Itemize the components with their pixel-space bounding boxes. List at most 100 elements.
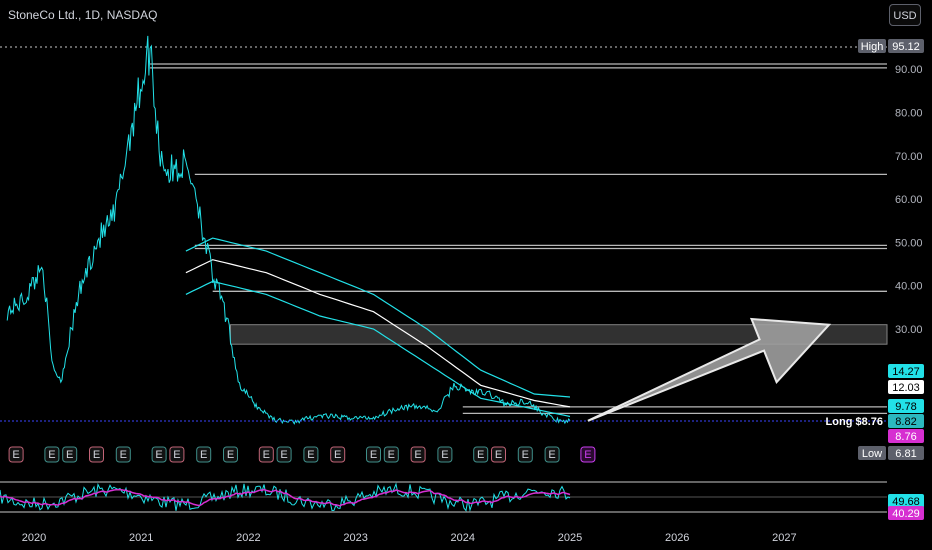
position-line: Long $8.76 bbox=[0, 416, 887, 428]
earnings-marker[interactable]: E bbox=[169, 446, 185, 463]
oscillator-value-badge bbox=[888, 494, 924, 508]
oscillator-value-label: 49.68 bbox=[892, 496, 920, 508]
earnings-marker[interactable]: E bbox=[437, 446, 453, 463]
earnings-letter: E bbox=[120, 449, 127, 461]
price-label-value: 14.27 bbox=[892, 366, 920, 378]
y-tick-label: 80.00 bbox=[895, 108, 923, 120]
price-label-value: 8.76 bbox=[895, 431, 916, 443]
earnings-badge bbox=[410, 446, 426, 463]
earnings-marker[interactable]: E bbox=[151, 446, 167, 463]
earnings-badge bbox=[491, 446, 506, 463]
earnings-badge bbox=[517, 446, 533, 463]
earnings-marker[interactable]: E bbox=[383, 446, 399, 463]
earnings-letter: E bbox=[548, 449, 555, 461]
x-tick-label: 2021 bbox=[129, 532, 153, 544]
price-label: 9.78 bbox=[888, 399, 924, 413]
y-axis[interactable]: 90.00 80.00 70.00 60.00 50.00 40.00 30.00 bbox=[895, 64, 923, 336]
earnings-marker[interactable]: E bbox=[62, 446, 78, 463]
earnings-letter: E bbox=[495, 449, 502, 461]
x-tick-label: 2026 bbox=[665, 532, 689, 544]
price-label-tag bbox=[858, 446, 886, 460]
x-tick-label: 2025 bbox=[558, 532, 582, 544]
horizontal-levels bbox=[0, 46, 887, 415]
earnings-marker[interactable]: E bbox=[223, 446, 238, 463]
earnings-marker[interactable]: E bbox=[517, 446, 533, 463]
oscillator-slow-line bbox=[0, 488, 571, 507]
chart-title: StoneCo Ltd., 1D, NASDAQ bbox=[8, 8, 158, 22]
earnings-badge bbox=[115, 446, 131, 463]
price-label-value: 9.78 bbox=[895, 401, 916, 413]
price-label-badge bbox=[888, 364, 924, 378]
price-labels: High 95.12 14.27 12.03 9.78 8.82 8.76 Low 6.81 bbox=[858, 39, 924, 460]
price-label-badge bbox=[888, 414, 924, 428]
earnings-letter: E bbox=[93, 449, 100, 461]
earnings-badge bbox=[303, 446, 319, 463]
price-label: 14.27 bbox=[888, 364, 924, 378]
earnings-letter: E bbox=[414, 449, 421, 461]
oscillator-fast-line bbox=[0, 482, 571, 512]
price-zone bbox=[230, 324, 888, 345]
price-label-value: 95.12 bbox=[892, 41, 920, 53]
currency-button[interactable]: USD bbox=[889, 4, 921, 26]
earnings-marker[interactable]: E bbox=[330, 446, 346, 463]
earnings-badge bbox=[544, 446, 560, 463]
y-tick-label: 50.00 bbox=[895, 237, 923, 249]
price-label-badge bbox=[888, 380, 924, 394]
price-line bbox=[6, 35, 571, 425]
earnings-badge bbox=[276, 446, 292, 463]
earnings-letter: E bbox=[388, 449, 395, 461]
earnings-marker[interactable]: E bbox=[196, 446, 212, 463]
earnings-marker[interactable]: E bbox=[276, 446, 292, 463]
earnings-badge bbox=[169, 446, 185, 463]
earnings-letter: E bbox=[12, 449, 19, 461]
earnings-marker[interactable]: E bbox=[580, 446, 596, 463]
earnings-badge bbox=[151, 446, 167, 463]
x-tick-label: 2024 bbox=[451, 532, 475, 544]
price-label: 12.03 bbox=[888, 380, 924, 394]
price-label-badge bbox=[888, 399, 924, 413]
earnings-badge bbox=[89, 446, 104, 463]
y-tick-label: 30.00 bbox=[895, 324, 923, 336]
earnings-badge bbox=[330, 446, 346, 463]
x-axis[interactable]: 2020 2021 2022 2023 2024 2025 2026 2027 bbox=[22, 532, 797, 544]
earnings-marker[interactable]: E bbox=[89, 446, 104, 463]
earnings-marker[interactable]: E bbox=[410, 446, 426, 463]
earnings-marker[interactable]: E bbox=[8, 446, 24, 463]
oscillator-value-label: 40.29 bbox=[892, 508, 920, 520]
band-lower-line bbox=[185, 280, 571, 418]
band-upper-line bbox=[185, 237, 571, 398]
earnings-marker[interactable]: E bbox=[258, 446, 274, 463]
projection-arrow[interactable] bbox=[587, 317, 832, 422]
earnings-badge bbox=[383, 446, 399, 463]
position-label: Long $8.76 bbox=[826, 416, 883, 428]
earnings-badge bbox=[8, 446, 24, 463]
price-label-badge bbox=[888, 429, 924, 443]
earnings-letter: E bbox=[263, 449, 270, 461]
earnings-letter: E bbox=[441, 449, 448, 461]
earnings-marker[interactable]: E bbox=[115, 446, 131, 463]
earnings-marker[interactable]: E bbox=[544, 446, 560, 463]
earnings-letter: E bbox=[370, 449, 377, 461]
earnings-marker[interactable]: E bbox=[366, 446, 381, 463]
price-label-value: 12.03 bbox=[892, 382, 920, 394]
earnings-letter: E bbox=[155, 449, 162, 461]
price-label: 8.76 bbox=[888, 429, 924, 443]
y-tick-label: 90.00 bbox=[895, 64, 923, 76]
earnings-marker[interactable]: E bbox=[44, 446, 60, 463]
earnings-badge bbox=[473, 446, 489, 463]
earnings-marker[interactable]: E bbox=[473, 446, 489, 463]
x-tick-label: 2022 bbox=[236, 532, 260, 544]
band-center-line bbox=[185, 259, 571, 408]
price-label-name: High bbox=[861, 41, 884, 53]
earnings-letter: E bbox=[200, 449, 207, 461]
price-label-tag bbox=[858, 39, 886, 53]
earnings-letter: E bbox=[307, 449, 314, 461]
earnings-badge bbox=[437, 446, 453, 463]
y-tick-label: 40.00 bbox=[895, 281, 923, 293]
earnings-marker[interactable]: E bbox=[491, 446, 506, 463]
x-tick-label: 2027 bbox=[772, 532, 796, 544]
earnings-marker[interactable]: E bbox=[303, 446, 319, 463]
